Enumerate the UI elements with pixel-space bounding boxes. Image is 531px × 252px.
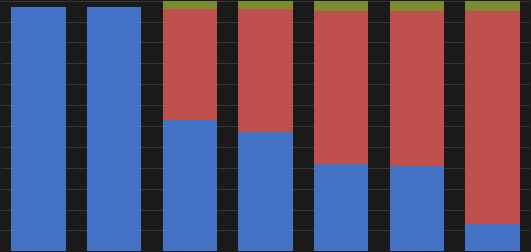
Bar: [465, 11, 520, 224]
Bar: [238, 132, 293, 251]
Bar: [314, 11, 369, 164]
Bar: [238, 10, 293, 132]
Bar: [87, 7, 141, 251]
Bar: [162, 120, 217, 251]
Bar: [314, 1, 369, 11]
Bar: [390, 11, 444, 166]
Bar: [390, 1, 444, 11]
Bar: [465, 1, 520, 11]
Bar: [162, 1, 217, 10]
Bar: [11, 7, 66, 251]
Bar: [162, 10, 217, 120]
Bar: [314, 164, 369, 251]
Bar: [238, 1, 293, 10]
Bar: [390, 166, 444, 251]
Bar: [465, 224, 520, 251]
